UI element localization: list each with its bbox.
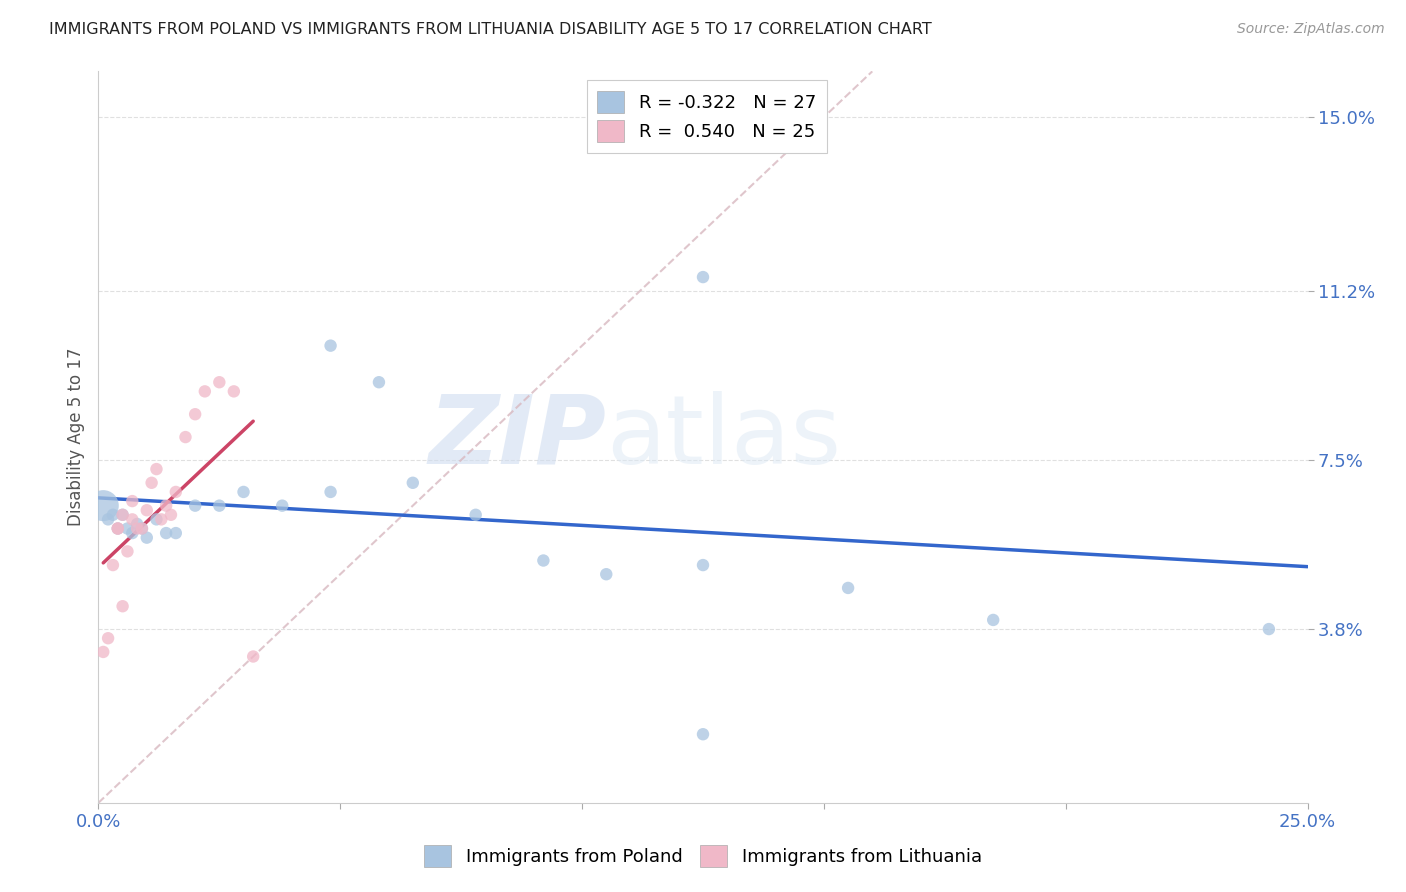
Point xyxy=(692,558,714,573)
Legend: R = -0.322   N = 27, R =  0.540   N = 25: R = -0.322 N = 27, R = 0.540 N = 25 xyxy=(586,80,827,153)
Point xyxy=(91,499,114,513)
Point xyxy=(97,512,120,526)
Point xyxy=(107,521,129,535)
Point xyxy=(107,521,129,535)
Point xyxy=(121,494,143,508)
Point xyxy=(111,508,134,522)
Point xyxy=(97,632,120,646)
Point xyxy=(368,376,391,390)
Point xyxy=(271,499,294,513)
Point xyxy=(981,613,1004,627)
Point xyxy=(1257,622,1279,636)
Y-axis label: Disability Age 5 to 17: Disability Age 5 to 17 xyxy=(66,348,84,526)
Point xyxy=(145,462,167,476)
Point xyxy=(464,508,486,522)
Point xyxy=(319,485,342,500)
Point xyxy=(141,475,163,490)
Point xyxy=(131,521,153,535)
Legend: Immigrants from Poland, Immigrants from Lithuania: Immigrants from Poland, Immigrants from … xyxy=(416,838,990,874)
Point xyxy=(150,512,173,526)
Point xyxy=(319,338,342,352)
Point xyxy=(165,485,187,500)
Point xyxy=(208,376,231,390)
Point xyxy=(531,553,554,567)
Point xyxy=(101,558,124,573)
Point xyxy=(111,508,134,522)
Point xyxy=(117,521,139,535)
Point xyxy=(135,531,157,545)
Point xyxy=(155,499,177,513)
Text: atlas: atlas xyxy=(606,391,841,483)
Point xyxy=(208,499,231,513)
Point xyxy=(194,384,217,399)
Point xyxy=(242,649,264,664)
Point xyxy=(131,521,153,535)
Point xyxy=(222,384,245,399)
Point xyxy=(232,485,254,500)
Point xyxy=(111,599,134,614)
Point xyxy=(135,503,157,517)
Point xyxy=(91,645,114,659)
Point xyxy=(145,512,167,526)
Point xyxy=(174,430,197,444)
Point xyxy=(160,508,183,522)
Point xyxy=(402,475,425,490)
Text: ZIP: ZIP xyxy=(429,391,606,483)
Point xyxy=(101,508,124,522)
Point xyxy=(121,512,143,526)
Point xyxy=(692,727,714,741)
Point xyxy=(184,407,207,421)
Text: Source: ZipAtlas.com: Source: ZipAtlas.com xyxy=(1237,22,1385,37)
Point xyxy=(107,521,129,535)
Point xyxy=(127,516,149,531)
Point xyxy=(117,544,139,558)
Point xyxy=(127,521,149,535)
Point xyxy=(155,526,177,541)
Point xyxy=(165,526,187,541)
Point xyxy=(595,567,617,582)
Point xyxy=(121,526,143,541)
Text: IMMIGRANTS FROM POLAND VS IMMIGRANTS FROM LITHUANIA DISABILITY AGE 5 TO 17 CORRE: IMMIGRANTS FROM POLAND VS IMMIGRANTS FRO… xyxy=(49,22,932,37)
Point xyxy=(692,270,714,285)
Point xyxy=(184,499,207,513)
Point xyxy=(837,581,859,595)
